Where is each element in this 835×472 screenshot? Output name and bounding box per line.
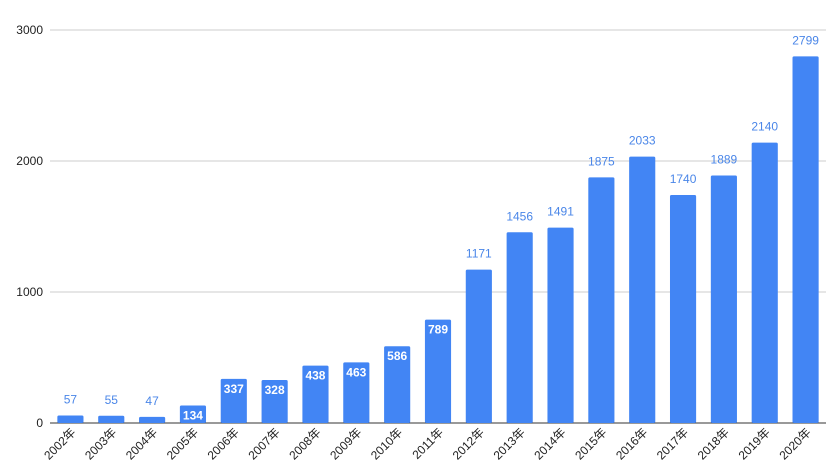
data-label: 134 (183, 408, 203, 422)
x-tick-label: 2017年 (654, 425, 691, 462)
bar (179, 405, 207, 423)
data-label: 328 (265, 383, 285, 397)
x-axis: 2002年 2003年 2004年 2005年 2006年 2007年 2008年 2009年… (41, 425, 813, 462)
data-label: 47 (145, 394, 159, 408)
data-label: 55 (105, 393, 119, 407)
data-label: 463 (346, 365, 366, 379)
bar (220, 378, 247, 423)
data-label: 1889 (711, 153, 738, 167)
x-tick-label: 2009年 (327, 425, 364, 462)
bars (57, 56, 819, 424)
x-tick-label: 2004年 (123, 425, 160, 462)
bar (57, 415, 84, 423)
x-tick-label: 2006年 (205, 425, 242, 462)
x-tick-label: 2010年 (368, 425, 405, 462)
x-tick-label: 2016年 (613, 425, 650, 462)
data-label: 337 (224, 382, 244, 396)
data-label: 586 (387, 349, 407, 363)
data-label: 57 (64, 393, 78, 407)
data-label: 2033 (629, 134, 656, 148)
y-tick-label: 3000 (16, 23, 43, 37)
bar (629, 156, 656, 423)
x-tick-label: 2005年 (164, 425, 201, 462)
x-tick-label: 2003年 (82, 425, 119, 462)
y-tick-label: 2000 (16, 154, 43, 168)
data-label: 1740 (670, 172, 697, 186)
x-tick-label: 2015年 (572, 425, 609, 462)
data-label: 2140 (751, 120, 778, 134)
data-label: 2799 (792, 33, 819, 47)
data-label: 1456 (506, 209, 533, 223)
x-tick-label: 2007年 (245, 425, 282, 462)
data-label: 1491 (547, 205, 574, 219)
data-label: 1171 (466, 247, 492, 261)
bar (261, 380, 288, 423)
x-tick-label: 2012年 (450, 425, 487, 462)
bar (424, 319, 452, 423)
bar (751, 142, 778, 423)
data-label: 1875 (588, 154, 615, 168)
bar (98, 415, 125, 423)
x-tick-label: 2018年 (695, 425, 732, 462)
bar (547, 227, 574, 423)
x-tick-label: 2002年 (41, 425, 78, 462)
bar (792, 56, 819, 424)
bar (384, 346, 411, 423)
x-tick-label: 2011年 (409, 425, 446, 462)
x-tick-label: 2014年 (531, 425, 568, 462)
bar (710, 175, 737, 423)
x-tick-label: 2013年 (491, 425, 528, 462)
bar (139, 416, 166, 423)
bar (343, 362, 370, 423)
bar (302, 365, 329, 423)
x-tick-label: 2008年 (286, 425, 323, 462)
bar (669, 195, 697, 423)
data-label: 789 (428, 323, 448, 337)
y-axis: 0 1000 2000 3000 (16, 23, 43, 430)
x-tick-label: 2020年 (776, 425, 813, 462)
data-labels: 57 55 47 134 337 328 438 463 586 789 1171 1456 1491 1… (64, 33, 820, 422)
bar (588, 177, 615, 423)
bar (465, 269, 492, 423)
x-tick-label: 2019年 (736, 425, 773, 462)
y-tick-label: 1000 (16, 285, 43, 299)
bar (506, 232, 533, 423)
y-tick-label: 0 (36, 416, 43, 430)
data-label: 438 (305, 369, 325, 383)
